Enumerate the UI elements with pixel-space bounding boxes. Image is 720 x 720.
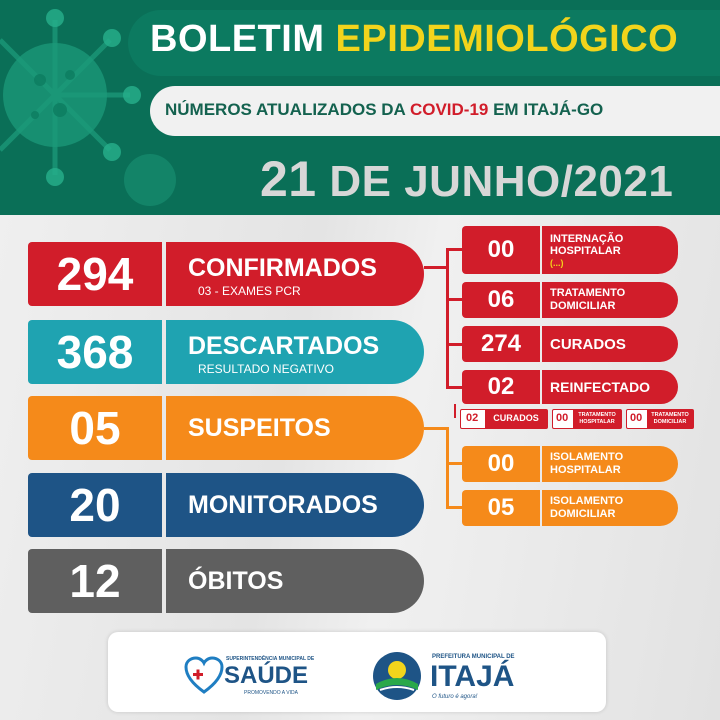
stat-value: 12 bbox=[28, 549, 162, 613]
title-banner bbox=[128, 10, 720, 76]
reinfect-detail-label: TRATAMENTO DOMICILIAR bbox=[647, 410, 693, 428]
breakdown-label-line: HOSPITALAR bbox=[550, 464, 621, 476]
reinfect-detail-value: 00 bbox=[556, 412, 569, 424]
stat-row-monitorados: 20 MONITORADOS bbox=[28, 473, 424, 537]
breakdown-value: 00 bbox=[462, 446, 540, 482]
stat-value: 05 bbox=[28, 396, 162, 460]
stat-sublabel: RESULTADO NEGATIVO bbox=[198, 362, 335, 376]
reinfect-detail-label-line: HOSPITALAR bbox=[579, 419, 615, 425]
reinfect-detail-hospitalar: 00 TRATAMENTO HOSPITALAR bbox=[552, 409, 622, 429]
breakdown-curados: 274 CURADOS bbox=[462, 326, 678, 362]
breakdown-label-line: DOMICILIAR bbox=[550, 508, 616, 520]
prefeitura-logo: PREFEITURA MUNICIPAL DE ITAJÁ O futuro é… bbox=[370, 648, 550, 704]
stat-label-box: CONFIRMADOS 03 - EXAMES PCR bbox=[166, 242, 424, 306]
connector-line bbox=[446, 298, 462, 301]
breakdown-internacao: 00 INTERNAÇÃO HOSPITALAR (...) bbox=[462, 226, 678, 274]
stat-row-confirmados: 294 CONFIRMADOS 03 - EXAMES PCR bbox=[28, 242, 424, 306]
stat-label: DESCARTADOS bbox=[188, 332, 380, 360]
connector-line bbox=[454, 404, 456, 418]
reinfect-detail-label: CURADOS bbox=[485, 410, 547, 428]
virus-icon bbox=[0, 9, 176, 206]
saude-superintendencia-text: SUPERINTENDÊNCIA MUNICIPAL DE bbox=[226, 656, 315, 662]
reinfect-detail-label: TRATAMENTO HOSPITALAR bbox=[573, 410, 621, 428]
reinfect-detail-value: 02 bbox=[466, 412, 479, 424]
connector-line bbox=[446, 462, 462, 465]
breakdown-label-line: TRATAMENTO bbox=[550, 287, 626, 299]
stat-value: 294 bbox=[28, 242, 162, 306]
reinfect-detail-curados: 02 CURADOS bbox=[460, 409, 548, 429]
prefeitura-tagline-text: O futuro é agora! bbox=[432, 694, 478, 700]
reinfect-detail-label-line: TRATAMENTO bbox=[578, 412, 616, 418]
breakdown-label: INTERNAÇÃO HOSPITALAR (...) bbox=[542, 226, 678, 274]
connector-line bbox=[424, 427, 446, 430]
breakdown-label-line: ISOLAMENTO bbox=[550, 451, 624, 463]
stat-value: 20 bbox=[28, 473, 162, 537]
breakdown-label-line: REINFECTADO bbox=[550, 379, 651, 395]
heart-icon bbox=[184, 656, 224, 694]
connector-line bbox=[446, 248, 449, 388]
reinfect-detail-label-line: DOMICILIAR bbox=[653, 419, 687, 425]
bulletin-subtitle: NÚMEROS ATUALIZADOS DA COVID-19 EM ITAJÁ… bbox=[165, 100, 604, 119]
stat-label-box: MONITORADOS bbox=[166, 473, 424, 537]
subtitle-banner bbox=[150, 86, 720, 136]
breakdown-isolamento-domiciliar: 05 ISOLAMENTO DOMICILIAR bbox=[462, 490, 678, 526]
breakdown-value: 05 bbox=[462, 490, 540, 526]
footer-logos-card bbox=[108, 632, 606, 712]
breakdown-value: 274 bbox=[462, 326, 540, 362]
breakdown-label: CURADOS bbox=[542, 326, 678, 362]
breakdown-label-line: HOSPITALAR bbox=[550, 245, 621, 257]
connector-line bbox=[446, 248, 462, 251]
bulletin-title: BOLETIM EPIDEMIOLÓGICO bbox=[150, 18, 679, 60]
stat-label-box: ÓBITOS bbox=[166, 549, 424, 613]
bulletin-date: 21 DE JUNHO/2021 bbox=[260, 151, 674, 207]
breakdown-label-line: DOMICILIAR bbox=[550, 300, 616, 312]
stat-sublabel: 03 - EXAMES PCR bbox=[198, 284, 301, 298]
stat-label: ÓBITOS bbox=[188, 567, 284, 595]
city-emblem-icon bbox=[373, 652, 421, 700]
stat-label: SUSPEITOS bbox=[188, 414, 331, 442]
connector-line bbox=[446, 386, 462, 389]
breakdown-label: ISOLAMENTO HOSPITALAR bbox=[542, 446, 678, 482]
stat-label-box: DESCARTADOS RESULTADO NEGATIVO bbox=[166, 320, 424, 384]
stat-label: MONITORADOS bbox=[188, 491, 378, 519]
prefeitura-top-text: PREFEITURA MUNICIPAL DE bbox=[432, 654, 515, 660]
saude-tagline-text: PROMOVENDO A VIDA bbox=[244, 690, 298, 696]
stat-row-obitos: 12 ÓBITOS bbox=[28, 549, 424, 613]
breakdown-value: 06 bbox=[462, 282, 540, 318]
breakdown-reinfectado: 02 REINFECTADO bbox=[462, 370, 678, 404]
connector-line bbox=[446, 506, 462, 509]
breakdown-value: 00 bbox=[462, 226, 540, 274]
reinfect-detail-value: 00 bbox=[630, 412, 643, 424]
connector-line bbox=[446, 343, 462, 346]
breakdown-label-line: ISOLAMENTO bbox=[550, 495, 624, 507]
connector-line bbox=[424, 266, 446, 269]
breakdown-isolamento-hospitalar: 00 ISOLAMENTO HOSPITALAR bbox=[462, 446, 678, 482]
stat-label: CONFIRMADOS bbox=[188, 254, 377, 282]
breakdown-label-line: INTERNAÇÃO bbox=[550, 233, 624, 245]
breakdown-label-line: CURADOS bbox=[550, 336, 626, 353]
prefeitura-name-text: ITAJÁ bbox=[430, 660, 515, 693]
breakdown-label: REINFECTADO bbox=[542, 370, 678, 404]
breakdown-value: 02 bbox=[462, 370, 540, 404]
stat-label-box: SUSPEITOS bbox=[166, 396, 424, 460]
saude-logo: SUPERINTENDÊNCIA MUNICIPAL DE SAÚDE PROM… bbox=[182, 654, 332, 700]
breakdown-label: TRATAMENTO DOMICILIAR bbox=[542, 282, 678, 318]
breakdown-tratamento-domiciliar: 06 TRATAMENTO DOMICILIAR bbox=[462, 282, 678, 318]
breakdown-label: ISOLAMENTO DOMICILIAR bbox=[542, 490, 678, 526]
stat-row-descartados: 368 DESCARTADOS RESULTADO NEGATIVO bbox=[28, 320, 424, 384]
stat-value: 368 bbox=[28, 320, 162, 384]
breakdown-label-line: (...) bbox=[550, 258, 564, 268]
reinfect-detail-domiciliar: 00 TRATAMENTO DOMICILIAR bbox=[626, 409, 694, 429]
saude-name-text: SAÚDE bbox=[224, 662, 309, 689]
reinfect-detail-label-line: TRATAMENTO bbox=[651, 412, 689, 418]
connector-line bbox=[446, 427, 449, 509]
stat-row-suspeitos: 05 SUSPEITOS bbox=[28, 396, 424, 460]
